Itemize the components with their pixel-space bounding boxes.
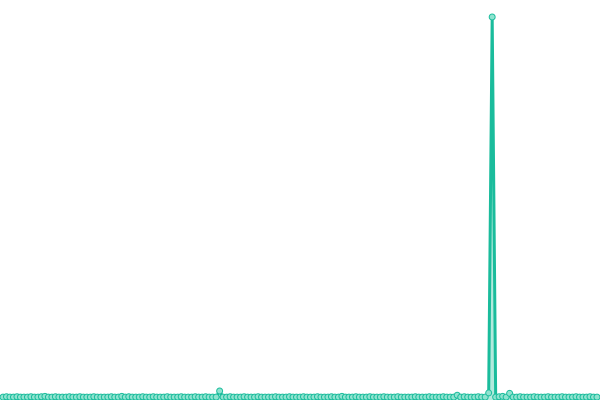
data-point	[485, 389, 493, 397]
data-points	[0, 13, 600, 400]
data-point	[216, 387, 224, 395]
data-point	[212, 393, 220, 400]
data-point	[593, 393, 600, 400]
data-point	[488, 13, 496, 21]
series-area	[3, 17, 597, 400]
series-line	[2, 15, 597, 399]
